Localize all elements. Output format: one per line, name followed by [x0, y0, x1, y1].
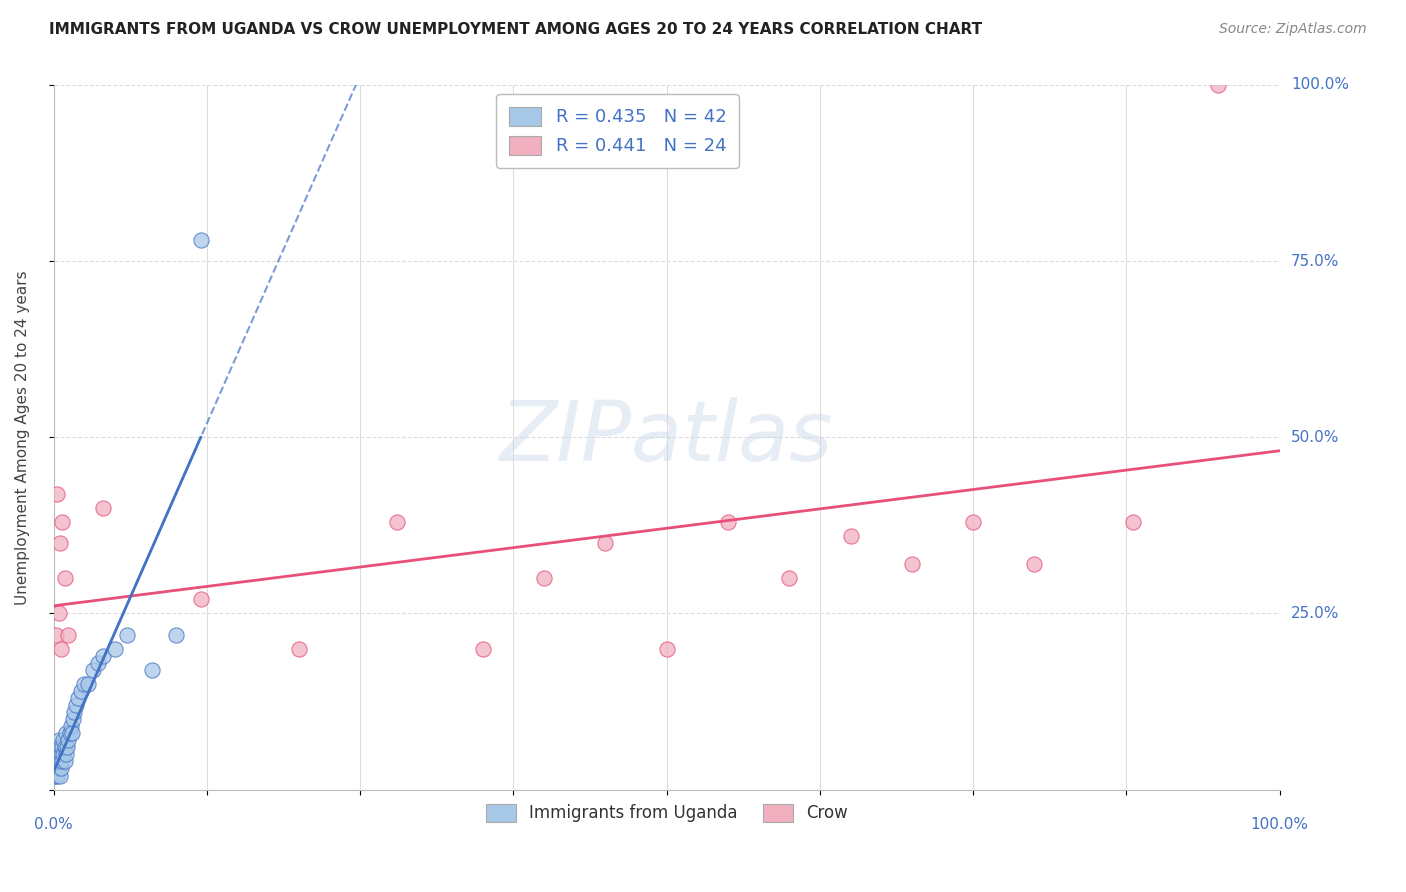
Point [962, 515, 984, 529]
Point [717, 515, 740, 529]
Point [62, 712, 84, 726]
Text: Source: ZipAtlas.com: Source: ZipAtlas.com [1219, 22, 1367, 37]
Point [73, 677, 96, 691]
Point [45, 762, 67, 776]
Point [839, 529, 862, 543]
Point [471, 641, 494, 656]
Point [48, 762, 70, 776]
Point [48, 755, 70, 769]
Point [82, 663, 104, 677]
Point [44, 768, 66, 782]
Point [48, 740, 70, 755]
Text: 100.0%: 100.0% [1291, 78, 1348, 93]
Point [46, 740, 69, 755]
Point [778, 571, 800, 585]
Point [53, 571, 76, 585]
Text: 50.0%: 50.0% [1291, 430, 1339, 445]
Text: 25.0%: 25.0% [1291, 606, 1339, 621]
Point [51, 515, 73, 529]
Point [55, 747, 77, 762]
Point [77, 677, 100, 691]
Point [1122, 515, 1144, 529]
Point [1208, 78, 1230, 92]
Point [51, 755, 73, 769]
Point [48, 733, 70, 747]
Point [91, 500, 114, 515]
Point [58, 726, 80, 740]
Point [58, 627, 80, 641]
Text: 100.0%: 100.0% [1251, 817, 1309, 832]
Point [56, 740, 79, 755]
Point [46, 768, 69, 782]
Point [45, 747, 67, 762]
Point [533, 571, 555, 585]
Point [385, 515, 408, 529]
Point [655, 641, 678, 656]
Point [190, 233, 212, 247]
Y-axis label: Unemployment Among Ages 20 to 24 years: Unemployment Among Ages 20 to 24 years [15, 270, 30, 605]
Point [53, 740, 76, 755]
Point [48, 768, 70, 782]
Text: ZIPatlas: ZIPatlas [501, 397, 834, 478]
Point [46, 486, 69, 500]
Point [52, 747, 75, 762]
Point [288, 641, 311, 656]
Point [69, 684, 91, 698]
Point [60, 726, 83, 740]
Point [48, 607, 70, 621]
Point [49, 747, 72, 762]
Point [115, 627, 138, 641]
Text: 0.0%: 0.0% [34, 817, 73, 832]
Point [48, 536, 70, 550]
Point [48, 747, 70, 762]
Point [58, 733, 80, 747]
Point [59, 719, 82, 733]
Point [49, 641, 72, 656]
Point [49, 762, 72, 776]
Point [45, 627, 67, 641]
Text: IMMIGRANTS FROM UGANDA VS CROW UNEMPLOYMENT AMONG AGES 20 TO 24 YEARS CORRELATIO: IMMIGRANTS FROM UGANDA VS CROW UNEMPLOYM… [49, 22, 983, 37]
Point [141, 663, 163, 677]
Point [51, 740, 73, 755]
Point [165, 627, 187, 641]
Point [104, 641, 127, 656]
Point [91, 648, 114, 663]
Text: 75.0%: 75.0% [1291, 253, 1339, 268]
Point [190, 592, 212, 607]
Point [1024, 557, 1046, 571]
Point [65, 698, 87, 712]
Point [87, 656, 110, 670]
Point [53, 755, 76, 769]
Point [55, 726, 77, 740]
Legend: Immigrants from Uganda, Crow: Immigrants from Uganda, Crow [478, 796, 856, 830]
Point [63, 705, 86, 719]
Point [52, 733, 75, 747]
Point [44, 755, 66, 769]
Point [595, 536, 617, 550]
Point [67, 691, 90, 706]
Point [901, 557, 924, 571]
